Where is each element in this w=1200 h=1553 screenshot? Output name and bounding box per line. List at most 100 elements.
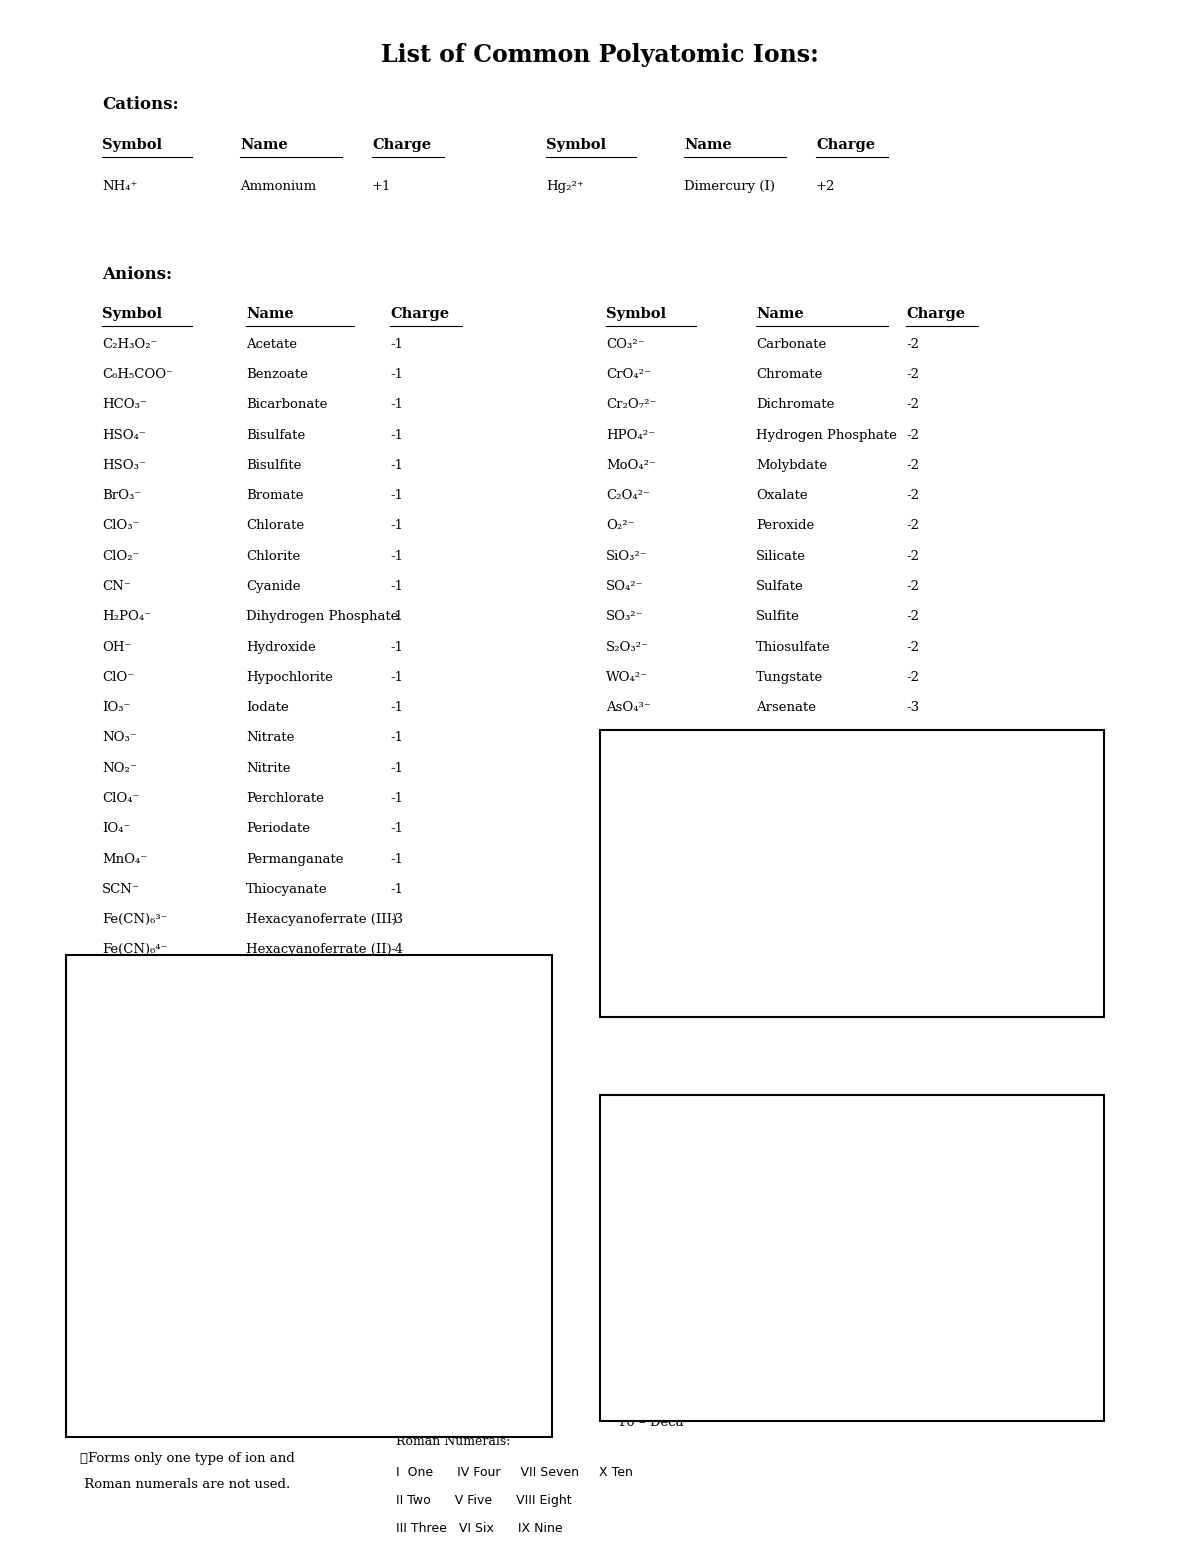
- Text: I₂: I₂: [798, 921, 809, 933]
- Text: ❖Cadmium  (2+): ❖Cadmium (2+): [80, 1426, 191, 1440]
- Text: HPO₄²⁻: HPO₄²⁻: [606, 429, 655, 441]
- Text: Symbol: Symbol: [546, 138, 606, 152]
- Text: Carbonate: Carbonate: [756, 339, 827, 351]
- Text: 5 – Penta: 5 – Penta: [618, 1269, 679, 1281]
- Text: NO₃⁻: NO₃⁻: [102, 731, 137, 744]
- Text: Arsenite: Arsenite: [756, 731, 812, 744]
- Text: Charge: Charge: [906, 307, 965, 321]
- Text: -1: -1: [390, 822, 403, 836]
- Text: SiO₃²⁻: SiO₃²⁻: [606, 550, 648, 562]
- Text: Fe(CN)₆⁴⁻: Fe(CN)₆⁴⁻: [102, 943, 168, 957]
- Text: N₂: N₂: [798, 955, 815, 968]
- Text: Iron (II) and (III): Iron (II) and (III): [80, 1193, 193, 1205]
- Text: Chromate: Chromate: [756, 368, 822, 380]
- Text: Iodine: Iodine: [618, 921, 660, 933]
- Text: Silicate: Silicate: [756, 550, 806, 562]
- Text: IO₃⁻: IO₃⁻: [102, 700, 131, 714]
- Text: MoO₄²⁻: MoO₄²⁻: [606, 460, 656, 472]
- Text: -3: -3: [906, 792, 919, 804]
- Text: Hexacyanoferrate (III): Hexacyanoferrate (III): [246, 913, 397, 926]
- Text: Charge: Charge: [390, 307, 449, 321]
- Text: F₂: F₂: [798, 853, 812, 865]
- Text: Hydroxide: Hydroxide: [246, 640, 316, 654]
- Text: Cr₂O₇²⁻: Cr₂O₇²⁻: [606, 399, 656, 412]
- Text: -1: -1: [390, 671, 403, 683]
- Text: Diatomic Molecules:: Diatomic Molecules:: [612, 745, 781, 759]
- Text: AsO₃³⁻: AsO₃³⁻: [606, 731, 650, 744]
- Text: -1: -1: [390, 882, 403, 896]
- Text: Cyanide: Cyanide: [246, 579, 300, 593]
- Text: Variable Valence Cations:: Variable Valence Cations:: [78, 971, 287, 985]
- Text: Gold (I) and (III): Gold (I) and (III): [80, 1140, 192, 1154]
- Text: MnO₄⁻: MnO₄⁻: [102, 853, 148, 865]
- Text: -2: -2: [906, 460, 919, 472]
- Text: 4 – Tetra: 4 – Tetra: [618, 1239, 677, 1252]
- Text: Name: Name: [756, 307, 804, 321]
- Text: 1 – Mono: 1 – Mono: [618, 1151, 679, 1163]
- Text: ClO₄⁻: ClO₄⁻: [102, 792, 139, 804]
- Text: -3: -3: [906, 822, 919, 836]
- Text: Molybdate: Molybdate: [756, 460, 827, 472]
- Text: -1: -1: [390, 700, 403, 714]
- Text: Bromine: Bromine: [618, 784, 674, 797]
- Text: Cations:: Cations:: [102, 96, 179, 113]
- Text: SCN⁻: SCN⁻: [102, 882, 140, 896]
- Text: -1: -1: [390, 460, 403, 472]
- Text: PO₃³⁻: PO₃³⁻: [606, 822, 643, 836]
- Text: Thiocyanate: Thiocyanate: [246, 882, 328, 896]
- Text: Fe(CN)₆³⁻: Fe(CN)₆³⁻: [102, 913, 168, 926]
- Text: ❖Forms only one type of ion and: ❖Forms only one type of ion and: [80, 1452, 295, 1464]
- Text: Chromium (II), (III), and (VI): Chromium (II), (III), and (VI): [80, 1089, 274, 1101]
- Text: Fluorine: Fluorine: [618, 853, 674, 865]
- Text: Hydrogen Phosphate: Hydrogen Phosphate: [756, 429, 896, 441]
- Text: Bisulfate: Bisulfate: [246, 429, 305, 441]
- Text: Nitrogen: Nitrogen: [618, 955, 678, 968]
- Text: Bicarbonate: Bicarbonate: [246, 399, 328, 412]
- Text: Mercury (I)    Hg₂²⁺: Mercury (I) Hg₂²⁺: [80, 1297, 212, 1309]
- Text: -2: -2: [906, 519, 919, 533]
- Text: -3: -3: [906, 731, 919, 744]
- Text: Cl₂: Cl₂: [798, 818, 817, 831]
- Text: -2: -2: [906, 550, 919, 562]
- Text: Tungstate: Tungstate: [756, 671, 823, 683]
- Text: SO₃²⁻: SO₃²⁻: [606, 610, 643, 623]
- Text: -1: -1: [390, 368, 403, 380]
- Text: CN⁻: CN⁻: [102, 579, 131, 593]
- Text: Platinum (II) and (IV): Platinum (II) and (IV): [80, 1322, 224, 1336]
- Text: BrO₃⁻: BrO₃⁻: [102, 489, 142, 502]
- Text: ClO₃⁻: ClO₃⁻: [102, 519, 139, 533]
- Text: Iodate: Iodate: [246, 700, 289, 714]
- Text: OH⁻: OH⁻: [102, 640, 132, 654]
- Text: Benzoate: Benzoate: [246, 368, 308, 380]
- Text: Thiosulfate: Thiosulfate: [756, 640, 830, 654]
- Text: -2: -2: [906, 610, 919, 623]
- Text: -1: -1: [390, 579, 403, 593]
- Text: +1: +1: [372, 180, 391, 193]
- Text: Arsenate: Arsenate: [756, 700, 816, 714]
- Text: Tin (II) and (IV): Tin (II) and (IV): [80, 1348, 186, 1360]
- Text: C₂H₃O₂⁻: C₂H₃O₂⁻: [102, 339, 157, 351]
- Text: Chlorite: Chlorite: [246, 550, 300, 562]
- Text: ClO₂⁻: ClO₂⁻: [102, 550, 139, 562]
- Text: Name: Name: [246, 307, 294, 321]
- Text: -2: -2: [906, 339, 919, 351]
- Text: Indium (I) and (III): Indium (I) and (III): [80, 1166, 208, 1180]
- Text: +2: +2: [816, 180, 835, 193]
- Text: -2: -2: [906, 368, 919, 380]
- Text: 8 – Octa: 8 – Octa: [618, 1357, 673, 1370]
- Text: Permanganate: Permanganate: [246, 853, 343, 865]
- Text: Symbol: Symbol: [102, 138, 162, 152]
- Text: Br₂: Br₂: [798, 784, 820, 797]
- Text: Bromate: Bromate: [246, 489, 304, 502]
- Text: Hydrogen: Hydrogen: [618, 887, 685, 899]
- Text: HCO₃⁻: HCO₃⁻: [102, 399, 146, 412]
- Text: Borate: Borate: [756, 761, 802, 775]
- Text: Nitrite: Nitrite: [246, 761, 290, 775]
- Text: O₂²⁻: O₂²⁻: [606, 519, 635, 533]
- Text: -2: -2: [906, 429, 919, 441]
- Text: -2: -2: [906, 399, 919, 412]
- Text: Dichromate: Dichromate: [756, 399, 834, 412]
- Text: HSO₄⁻: HSO₄⁻: [102, 429, 146, 441]
- Text: -1: -1: [390, 761, 403, 775]
- Text: Sulfite: Sulfite: [756, 610, 800, 623]
